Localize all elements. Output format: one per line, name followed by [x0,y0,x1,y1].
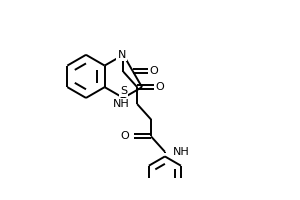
Text: O: O [120,131,129,141]
Text: O: O [149,66,158,76]
Text: S: S [120,86,127,96]
Text: O: O [155,82,164,92]
Text: NH: NH [172,147,189,157]
Text: N: N [118,50,126,60]
Text: NH: NH [113,99,130,109]
